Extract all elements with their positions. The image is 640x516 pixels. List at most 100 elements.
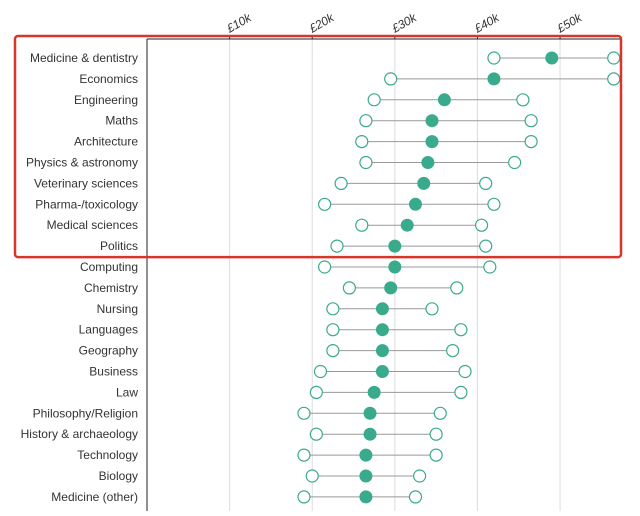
subject-row: Medical sciences [47, 218, 489, 232]
high-marker [607, 51, 621, 65]
high-marker [425, 302, 439, 316]
subject-row: Medicine (other) [51, 490, 423, 504]
median-marker [359, 469, 373, 483]
median-marker [363, 427, 377, 441]
subject-row: Biology [99, 469, 427, 483]
low-marker [355, 135, 369, 149]
subject-row: Physics & astronomy [26, 155, 522, 170]
x-tick-label: £10k [223, 10, 254, 36]
subject-row: Nursing [97, 302, 439, 316]
low-marker [309, 427, 323, 441]
low-marker [318, 260, 332, 274]
median-marker [375, 344, 389, 358]
median-marker [437, 93, 451, 107]
low-marker [297, 490, 311, 504]
subject-label: Geography [79, 344, 138, 358]
subject-row: Economics [79, 72, 621, 86]
median-marker [363, 406, 377, 420]
subject-row: Chemistry [84, 281, 464, 295]
subject-row: Technology [77, 448, 443, 462]
high-marker [607, 72, 621, 86]
median-marker [375, 365, 389, 378]
high-marker [524, 135, 538, 149]
subject-label: Law [116, 385, 138, 399]
median-marker [384, 281, 398, 295]
high-marker [454, 385, 468, 399]
low-marker [326, 344, 340, 358]
subject-row: Philosophy/Religion [33, 406, 447, 420]
subject-row: History & archaeology [21, 427, 443, 441]
x-tick-label: £40k [471, 10, 502, 36]
median-marker [400, 218, 414, 232]
subject-label: Pharma-/toxicology [35, 197, 138, 211]
low-marker [305, 469, 319, 483]
high-marker [458, 364, 472, 379]
median-marker [417, 176, 431, 190]
high-marker [429, 427, 443, 441]
subject-row: Medicine & dentistry [30, 51, 621, 65]
subject-row: Politics [100, 239, 493, 253]
low-marker [313, 364, 328, 379]
gridlines [229, 39, 561, 511]
subject-label: History & archaeology [21, 427, 138, 441]
subject-row: Law [116, 385, 468, 399]
subject-label: Physics & astronomy [26, 156, 138, 170]
subject-label: Architecture [74, 135, 138, 149]
x-tick-label: £20k [306, 10, 337, 36]
highlight-box [13, 34, 623, 259]
median-marker [425, 114, 439, 128]
median-marker [388, 239, 402, 253]
low-marker [487, 51, 501, 65]
low-marker [326, 302, 340, 316]
low-marker [297, 448, 311, 462]
median-marker [421, 156, 435, 169]
median-marker [425, 135, 439, 149]
subject-row: Architecture [74, 135, 538, 149]
high-marker [479, 239, 493, 253]
median-marker [359, 448, 373, 462]
subject-row: Computing [80, 260, 497, 274]
median-marker [375, 323, 389, 337]
highlight-box-layer [13, 34, 623, 259]
x-tick-label: £50k [554, 10, 585, 36]
subject-label: Medical sciences [47, 218, 138, 232]
low-marker [359, 155, 373, 170]
high-marker [524, 114, 538, 128]
subject-label: Computing [80, 260, 138, 274]
low-marker [367, 93, 381, 107]
subject-row: Languages [79, 323, 468, 337]
subject-label: Philosophy/Religion [33, 406, 138, 420]
low-marker [330, 239, 344, 253]
subject-label: Nursing [97, 302, 138, 316]
low-marker [342, 281, 356, 295]
low-marker [384, 72, 398, 86]
high-marker [446, 344, 460, 358]
x-tick-label: £30k [388, 10, 419, 36]
subject-label: Chemistry [84, 281, 138, 295]
median-marker [545, 51, 559, 65]
high-marker [450, 281, 464, 295]
subject-row: Business [89, 364, 472, 379]
low-marker [318, 197, 332, 211]
high-marker [487, 197, 501, 211]
subject-label: Biology [99, 469, 138, 483]
low-marker [326, 323, 340, 337]
median-marker [388, 260, 402, 274]
subject-label: Veterinary sciences [34, 176, 138, 190]
subject-row: Pharma-/toxicology [35, 197, 501, 211]
high-marker [454, 323, 468, 337]
subject-label: Languages [79, 323, 138, 337]
high-marker [433, 406, 447, 420]
high-marker [408, 490, 423, 504]
high-marker [429, 448, 443, 462]
subject-row: Engineering [74, 93, 530, 107]
median-marker [487, 72, 501, 86]
low-marker [355, 218, 369, 232]
subject-row: Maths [105, 114, 538, 128]
low-marker [334, 176, 348, 190]
high-marker [483, 260, 497, 274]
high-marker [474, 218, 489, 232]
subject-label: Medicine & dentistry [30, 51, 138, 65]
